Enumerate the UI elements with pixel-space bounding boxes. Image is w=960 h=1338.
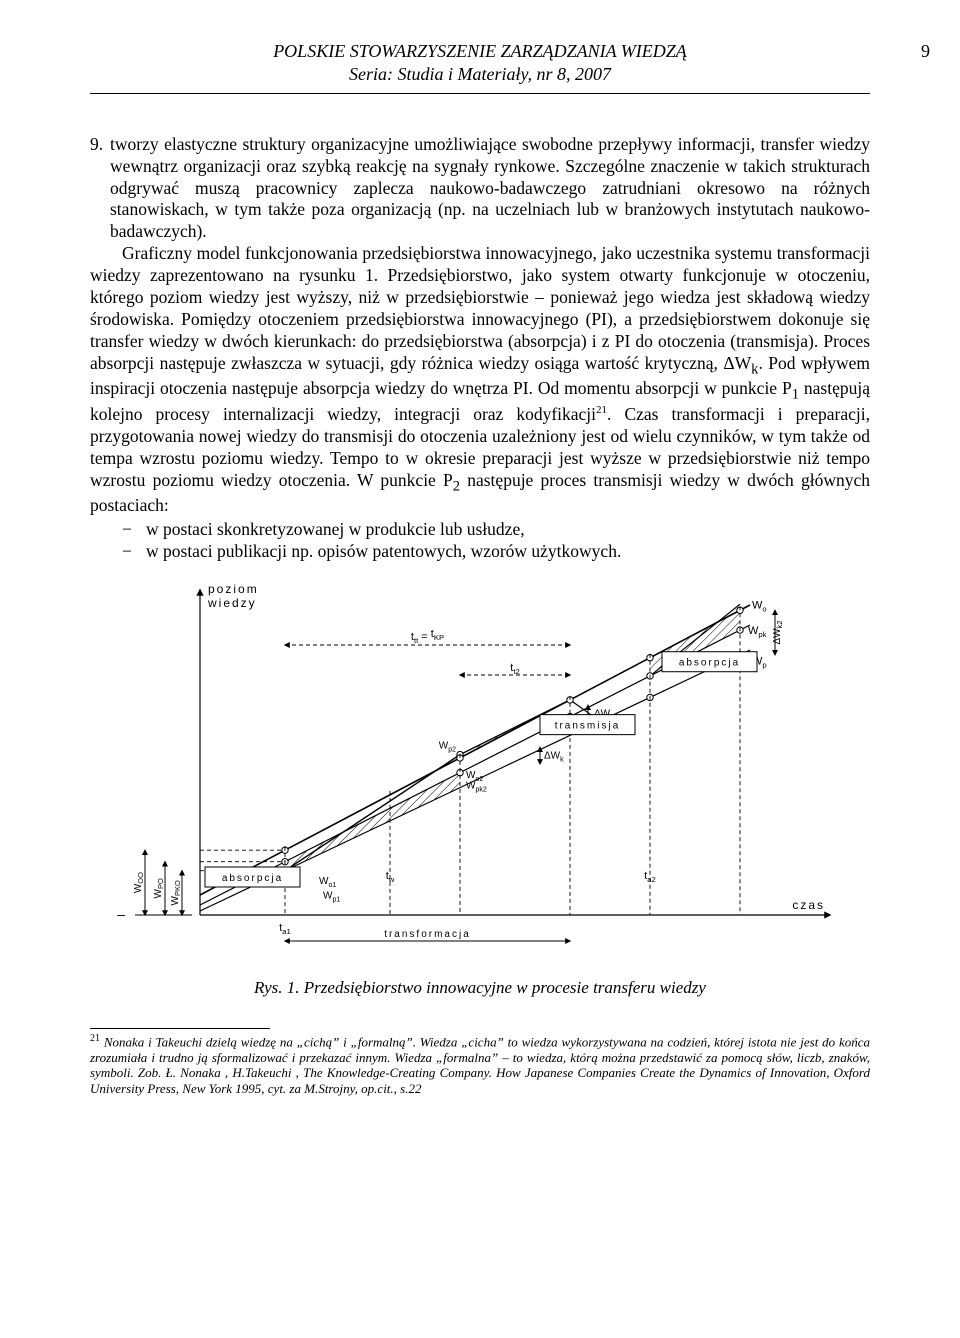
- svg-text:WOO: WOO: [133, 872, 145, 893]
- svg-text:tw: tw: [386, 870, 395, 884]
- figure-caption: Rys. 1. Przedsiębiorstwo innowacyjne w p…: [90, 978, 870, 998]
- svg-text:tt2: tt2: [510, 662, 519, 676]
- svg-text:ttt = tKP: ttt = tKP: [411, 628, 444, 645]
- footnote-number: 21: [90, 1033, 100, 1044]
- paragraph-2: Graficzny model funkcjonowania przedsięb…: [90, 243, 870, 517]
- header-line-2: Seria: Studia i Materiały, nr 8, 2007: [349, 64, 611, 84]
- svg-text:ΔWk: ΔWk: [544, 750, 564, 763]
- svg-text:ta1: ta1: [279, 922, 291, 936]
- figure-1: poziomwiedzyczas–WOOWPOWPKOΔWk2WoWpkWptt…: [90, 575, 870, 998]
- svg-text:Wp1: Wp1: [323, 891, 340, 904]
- bullet-list: − w postaci skonkretyzowanej w produkcie…: [122, 519, 870, 563]
- svg-text:Wo: Wo: [752, 599, 767, 613]
- svg-text:transformacja: transformacja: [384, 929, 471, 940]
- svg-text:absorpcja: absorpcja: [679, 658, 740, 669]
- page-number: 9: [921, 40, 930, 63]
- svg-text:WPKO: WPKO: [170, 880, 182, 905]
- svg-text:ΔWk2: ΔWk2: [772, 620, 784, 644]
- svg-text:czas: czas: [792, 898, 825, 912]
- svg-text:–: –: [117, 906, 125, 922]
- bullet-1: − w postaci skonkretyzowanej w produkcie…: [122, 519, 870, 541]
- item-text: tworzy elastyczne struktury organizacyjn…: [110, 134, 870, 243]
- svg-text:Wp2: Wp2: [439, 741, 456, 754]
- svg-text:Wo1: Wo1: [319, 876, 336, 889]
- dash-icon: −: [122, 541, 146, 563]
- footnote-21: 21 Nonaka i Takeuchi dzielą wiedzę na „c…: [90, 1033, 870, 1097]
- svg-text:poziom: poziom: [208, 582, 259, 596]
- page-header: POLSKIE STOWARZYSZENIE ZARZĄDZANIA WIEDZ…: [90, 40, 870, 94]
- dash-icon: −: [122, 519, 146, 541]
- svg-text:transmisja: transmisja: [555, 721, 621, 732]
- numbered-item-9: 9. tworzy elastyczne struktury organizac…: [90, 134, 870, 243]
- body-text: 9. tworzy elastyczne struktury organizac…: [90, 134, 870, 563]
- footnote-text: Nonaka i Takeuchi dzielą wiedzę na „cich…: [90, 1034, 870, 1096]
- svg-text:Wpk: Wpk: [748, 625, 767, 639]
- item-number: 9.: [90, 134, 110, 243]
- bullet-2: − w postaci publikacji np. opisów patent…: [122, 541, 870, 563]
- svg-text:WPO: WPO: [153, 878, 165, 898]
- svg-text:absorpcja: absorpcja: [222, 873, 283, 884]
- header-line-1: POLSKIE STOWARZYSZENIE ZARZĄDZANIA WIEDZ…: [273, 41, 687, 61]
- figure-svg: poziomwiedzyczas–WOOWPOWPKOΔWk2WoWpkWptt…: [90, 575, 870, 965]
- svg-text:wiedzy: wiedzy: [207, 596, 257, 610]
- footnote-separator: [90, 1028, 270, 1029]
